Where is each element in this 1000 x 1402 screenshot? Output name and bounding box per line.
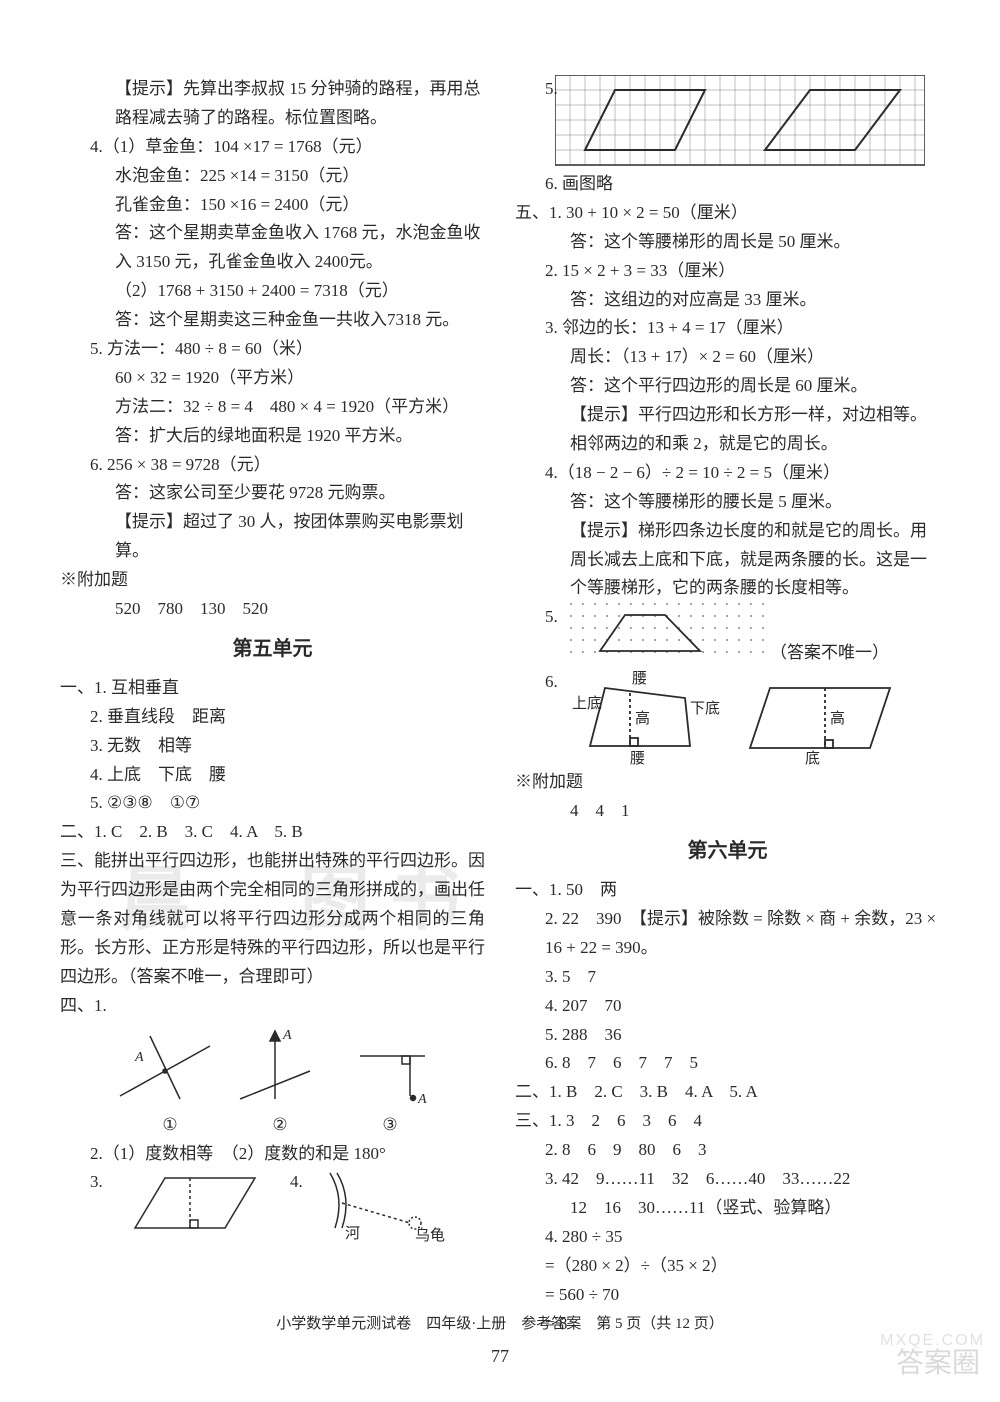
q6-l3: 【提示】超过了 30 人，按团体票购买电影票划算。: [60, 508, 485, 566]
svg-text:A: A: [134, 1050, 144, 1065]
q4-l3: 孔雀金鱼：150 ×16 = 2400（元）: [60, 191, 485, 220]
u6-1-l2: 2. 22 390 【提示】被除数 = 除数 × 商 + 余数，23 × 16 …: [515, 905, 940, 963]
q5-l3: 方法二：32 ÷ 8 = 4 480 × 4 = 1920（平方米）: [60, 393, 485, 422]
u6-3-l4: 4. 280 ÷ 35: [515, 1223, 940, 1252]
sec5-h3: 【提示】平行四边形和长方形一样，对边相等。相邻两边的和乘 2，就是它的周长。: [515, 401, 940, 459]
svg-text:高: 高: [830, 710, 845, 727]
circ2: ②: [272, 1111, 287, 1140]
u6-1-l3: 3. 5 7: [515, 963, 940, 992]
u6-1-h: 一、1. 50 两: [515, 876, 940, 905]
svg-text:高: 高: [635, 710, 650, 727]
u6-1-l5: 5. 288 36: [515, 1021, 940, 1050]
svg-text:上底: 上底: [572, 695, 602, 712]
r-extra-nums: 4 4 1: [515, 797, 940, 826]
sec1-l4: 4. 上底 下底 腰: [60, 761, 485, 790]
sec4-l3: 3.: [90, 1172, 103, 1191]
extra-nums: 520 780 130 520: [60, 595, 485, 624]
sec1-l5: 5. ②③⑧ ①⑦: [60, 789, 485, 818]
sec1-l2: 2. 垂直线段 距离: [60, 703, 485, 732]
u6-3-l2: 2. 8 6 9 80 6 3: [515, 1136, 940, 1165]
sec5-l3b: 周长：（13 + 17）× 2 = 60（厘米）: [515, 343, 940, 372]
sec5-5fig: 5. （答案不唯一）: [515, 603, 940, 668]
left-column: 【提示】先算出李叔叔 15 分钟骑的路程，再用总路程减去骑了的路程。标位置图略。…: [60, 75, 485, 1275]
sec4-l4: 4.: [290, 1172, 303, 1191]
u6-3-h: 三、1. 3 2 6 3 6 4: [515, 1107, 940, 1136]
right-column: 5. 6. 画图略 五、1. 30 + 10 × 2 = 50（厘米） 答：这个…: [515, 75, 940, 1275]
page-number: 77: [0, 1341, 1000, 1372]
sec5-l4: 4.（18 − 2 − 6）÷ 2 = 10 ÷ 2 = 5（厘米）: [515, 459, 940, 488]
page-columns: 【提示】先算出李叔叔 15 分钟骑的路程，再用总路程减去骑了的路程。标位置图略。…: [60, 75, 940, 1275]
sec5-a4: 答：这个等腰梯形的腰长是 5 厘米。: [515, 488, 940, 517]
circ1: ①: [162, 1111, 177, 1140]
svg-text:腰: 腰: [632, 670, 647, 687]
sec5-l5: 5.: [545, 603, 570, 632]
unit5-title: 第五单元: [60, 632, 485, 666]
fig-4-1: A A A ① ② ③: [60, 1021, 485, 1140]
footer-line: 小学数学单元测试卷 四年级·上册 参考答案 第 5 页（共 12 页）: [0, 1312, 1000, 1338]
unit6-title: 第六单元: [515, 834, 940, 868]
svg-text:下底: 下底: [690, 700, 720, 717]
r-q5: 5.: [515, 75, 940, 170]
q5-l2: 60 × 32 = 1920（平方米）: [60, 364, 485, 393]
u6-3-l3b: 12 16 30……11（竖式、验算略）: [515, 1194, 940, 1223]
u6-3-l3: 3. 42 9……11 32 6……40 33……22: [515, 1165, 940, 1194]
q4-l2: 水泡金鱼：225 ×14 = 3150（元）: [60, 162, 485, 191]
sec5-h: 五、1. 30 + 10 × 2 = 50（厘米）: [515, 199, 940, 228]
sec5-h4: 【提示】梯形四条边长度的和就是它的周长。用周长减去上底和下底，就是两条腰的长。这…: [515, 517, 940, 604]
sec5-l6: 6.: [545, 668, 570, 697]
q6-l2: 答：这家公司至少要花 9728 元购票。: [60, 479, 485, 508]
extra-label: ※附加题: [60, 566, 485, 595]
svg-text:底: 底: [805, 750, 820, 767]
hint-3: 【提示】先算出李叔叔 15 分钟骑的路程，再用总路程减去骑了的路程。标位置图略。: [60, 75, 485, 133]
q4-l1: 4.（1）草金鱼：104 ×17 = 1768（元）: [60, 133, 485, 162]
sec5-l2: 2. 15 × 2 + 3 = 33（厘米）: [515, 257, 940, 286]
sec5-a2: 答：这组边的对应高是 33 厘米。: [515, 286, 940, 315]
sec2: 二、1. C 2. B 3. C 4. A 5. B: [60, 818, 485, 847]
q6-l1: 6. 256 × 38 = 9728（元）: [60, 451, 485, 480]
footer: 小学数学单元测试卷 四年级·上册 参考答案 第 5 页（共 12 页） 77: [0, 1312, 1000, 1372]
u6-3-l4c: = 560 ÷ 70: [515, 1281, 940, 1310]
q5-l4: 答：扩大后的绿地面积是 1920 平方米。: [60, 422, 485, 451]
q5-l1: 5. 方法一：480 ÷ 8 = 60（米）: [60, 335, 485, 364]
sec4-h: 四、1.: [60, 992, 485, 1021]
sec5-a3: 答：这个平行四边形的周长是 60 厘米。: [515, 372, 940, 401]
r-q6: 6. 画图略: [515, 170, 940, 199]
u6-2: 二、1. B 2. C 3. B 4. A 5. A: [515, 1078, 940, 1107]
grid-parallelograms: [555, 75, 925, 170]
sec5-note5: （答案不唯一）: [770, 639, 889, 668]
r-q5-label: 5.: [515, 75, 555, 104]
svg-text:腰: 腰: [630, 750, 645, 767]
u6-1-l4: 4. 207 70: [515, 992, 940, 1021]
r-extra-label: ※附加题: [515, 768, 940, 797]
circ3: ③: [382, 1111, 397, 1140]
sec3: 三、能拼出平行四边形，也能拼出特殊的平行四边形。因为平行四边形是由两个完全相同的…: [60, 847, 485, 991]
sec5-a1: 答：这个等腰梯形的周长是 50 厘米。: [515, 228, 940, 257]
q4-l4: 答：这个星期卖草金鱼收入 1768 元，水泡金鱼收入 3150 元，孔雀金鱼收入…: [60, 219, 485, 277]
u6-3-l4b: =（280 × 2）÷（35 × 2）: [515, 1252, 940, 1281]
svg-text:乌龟: 乌龟: [415, 1227, 445, 1243]
u6-1-l6: 6. 8 7 6 7 7 5: [515, 1049, 940, 1078]
svg-text:A: A: [417, 1092, 427, 1107]
sec5-6fig: 6. 腰 上底 下底 高 腰 高 底: [515, 668, 940, 768]
sec1-l3: 3. 无数 相等: [60, 732, 485, 761]
q4-l5: （2）1768 + 3150 + 2400 = 7318（元）: [60, 277, 485, 306]
sec4-row34: 3. 4.: [60, 1168, 485, 1243]
svg-text:河: 河: [345, 1225, 360, 1242]
q4-l6: 答：这个星期卖这三种金鱼一共收入7318 元。: [60, 306, 485, 335]
sec5-l3: 3. 邻边的长：13 + 4 = 17（厘米）: [515, 314, 940, 343]
svg-text:A: A: [282, 1028, 292, 1043]
sec1-h: 一、1. 互相垂直: [60, 674, 485, 703]
sec4-l2: 2.（1）度数相等 （2）度数的和是 180°: [60, 1140, 485, 1169]
